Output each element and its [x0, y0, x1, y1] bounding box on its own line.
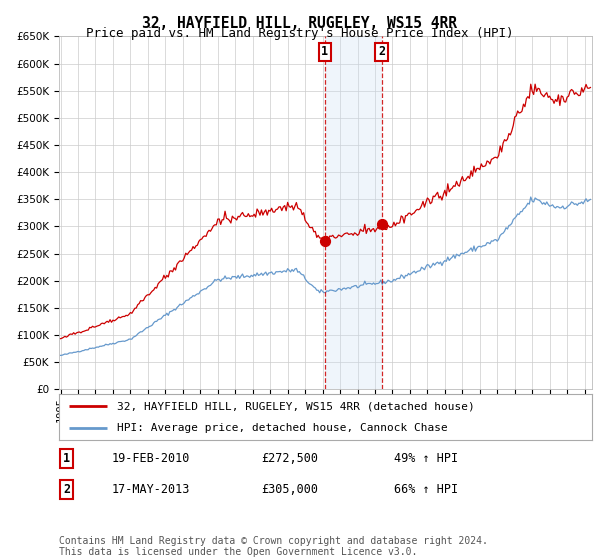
Text: Price paid vs. HM Land Registry's House Price Index (HPI): Price paid vs. HM Land Registry's House … [86, 27, 514, 40]
Text: 32, HAYFIELD HILL, RUGELEY, WS15 4RR (detached house): 32, HAYFIELD HILL, RUGELEY, WS15 4RR (de… [118, 401, 475, 411]
Text: 17-MAY-2013: 17-MAY-2013 [112, 483, 190, 496]
Text: 49% ↑ HPI: 49% ↑ HPI [394, 451, 458, 465]
Text: 66% ↑ HPI: 66% ↑ HPI [394, 483, 458, 496]
Text: 19-FEB-2010: 19-FEB-2010 [112, 451, 190, 465]
Text: 2: 2 [378, 45, 385, 58]
Text: 2: 2 [63, 483, 70, 496]
Point [377, 219, 386, 228]
Bar [325, 36, 382, 389]
Text: 32, HAYFIELD HILL, RUGELEY, WS15 4RR: 32, HAYFIELD HILL, RUGELEY, WS15 4RR [143, 16, 458, 31]
Text: Contains HM Land Registry data © Crown copyright and database right 2024.
This d: Contains HM Land Registry data © Crown c… [59, 535, 488, 557]
Text: HPI: Average price, detached house, Cannock Chase: HPI: Average price, detached house, Cann… [118, 423, 448, 433]
Point [320, 237, 329, 246]
Text: 1: 1 [63, 451, 70, 465]
Text: £272,500: £272,500 [261, 451, 318, 465]
Text: 1: 1 [321, 45, 328, 58]
Text: £305,000: £305,000 [261, 483, 318, 496]
